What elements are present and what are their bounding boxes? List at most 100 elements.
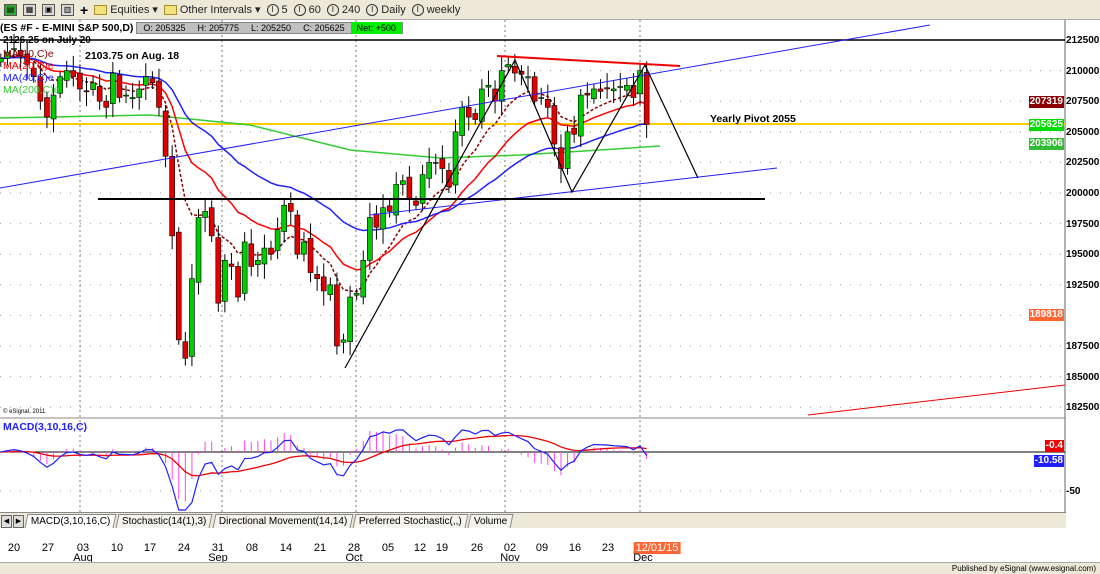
interval-daily-button[interactable]: I Daily (366, 3, 406, 16)
candle-down (77, 72, 83, 90)
candle-down (116, 74, 123, 98)
candle-down (413, 200, 419, 206)
candle-up (400, 180, 406, 185)
date-label: 08 (245, 542, 259, 554)
month-label: Oct (345, 552, 363, 564)
candle-down (268, 247, 274, 255)
candle-up (143, 76, 149, 86)
add-icon[interactable]: + (80, 1, 89, 18)
candle-down (386, 205, 393, 212)
price-axis-label: 202500 (1066, 157, 1100, 169)
candle-up (564, 131, 571, 169)
save-icon[interactable]: ▥ (61, 3, 74, 16)
tab-directional-movement[interactable]: Directional Movement(14,14) (212, 514, 354, 528)
low-value: L: 205250 (251, 22, 292, 33)
candle-up (189, 278, 195, 357)
copyright: © eSignal, 2011 (3, 409, 46, 415)
candle-down (103, 100, 110, 108)
july-high-note: 2126.25 on July 20 (3, 35, 91, 46)
price-axis-label: 212500 (1066, 35, 1100, 46)
other-intervals-menu[interactable]: Other Intervals ▾ (163, 3, 261, 16)
candle-up (261, 247, 268, 265)
date-label: 12/01/15 (633, 542, 681, 554)
tab-stochastic[interactable]: Stochastic(14(1),3) (115, 514, 214, 528)
candle-down (314, 274, 320, 279)
candle-down (96, 86, 103, 102)
date-label: 17 (143, 542, 157, 554)
candle-down (162, 110, 169, 157)
candle-down (320, 276, 327, 292)
candle-up (591, 88, 597, 100)
macd-line (0, 429, 648, 511)
candle-down (235, 266, 241, 298)
candle-up (123, 94, 129, 97)
legend-ma40: MA(40,C)e (3, 72, 54, 84)
folder-icon (163, 4, 177, 15)
candle-down (551, 105, 558, 145)
candle-down (597, 88, 604, 92)
equities-label: Equities (110, 3, 150, 16)
candle-down (215, 237, 222, 304)
month-label: Aug (73, 552, 93, 564)
tab-label: Stochastic(14(1),3) (122, 516, 207, 527)
candle-down (643, 72, 650, 125)
candle-up (222, 260, 228, 302)
candle-down (334, 284, 340, 347)
ma10-badge: 207319 (1028, 96, 1064, 108)
resistance-line (496, 55, 681, 67)
candle-down (465, 107, 472, 118)
candle-up (525, 76, 531, 79)
legend-macd: MACD(3,10,16,C) (3, 421, 88, 433)
candle-down (228, 263, 235, 267)
aug-high-note: 2103.75 on Aug. 18 (85, 50, 180, 62)
candle-up (281, 204, 287, 232)
equities-menu[interactable]: Equities ▾ (94, 3, 158, 16)
date-label: 09 (535, 542, 549, 554)
high-value: H: 205775 (197, 22, 240, 33)
candle-up (419, 174, 426, 204)
candle-up (367, 217, 373, 261)
date-label: 19 (435, 542, 449, 554)
window-icon[interactable]: ▦ (23, 3, 36, 16)
date-label: 23 (601, 542, 615, 554)
interval-60-button[interactable]: I 60 (293, 3, 321, 16)
last-price-badge: 205625 (1028, 119, 1064, 131)
candle-down (439, 158, 446, 169)
candle-up (459, 107, 465, 136)
candle-down (604, 87, 610, 90)
tab-preferred-stochastic[interactable]: Preferred Stochastic(,,) (352, 514, 469, 528)
candle-down (287, 203, 294, 212)
status-text: Published by eSignal (www.esignal.com) (951, 564, 1096, 573)
price-axis-label: 200000 (1066, 188, 1100, 199)
candle-down (544, 99, 551, 108)
candle-down (175, 231, 182, 341)
price-badge-orange: 189818 (1028, 309, 1064, 321)
red-trendline (807, 384, 1066, 416)
candle-down (24, 53, 30, 65)
ma40-line (0, 56, 647, 232)
candle-down (182, 341, 189, 359)
candle-down (149, 78, 156, 84)
tab-macd[interactable]: MACD(3,10,16,C) (24, 514, 117, 528)
interval-240-button[interactable]: I 240 (326, 3, 360, 16)
ma20-line (0, 56, 647, 271)
tab-label: MACD(3,10,16,C) (30, 516, 111, 527)
candle-down (571, 127, 577, 135)
macd-signal-line (0, 434, 647, 477)
candle-down (17, 50, 24, 57)
date-label: 03 (76, 542, 90, 554)
pattern-zigzag (344, 58, 699, 369)
copy-icon[interactable]: ▣ (42, 3, 55, 16)
price-axis-label: 197500 (1066, 218, 1100, 230)
tab-volume[interactable]: Volume (467, 514, 515, 528)
ma200-badge: 203906 (1028, 138, 1064, 150)
tab-scroll-right[interactable]: ▶ (13, 515, 24, 528)
chart-icon[interactable]: ▤ (4, 3, 17, 16)
candle-up (617, 86, 624, 88)
price-axis-label: 210000 (1066, 65, 1100, 77)
tab-scroll-left[interactable]: ◀ (1, 515, 12, 528)
macd-signal-badge: -0.4 (1044, 440, 1064, 452)
